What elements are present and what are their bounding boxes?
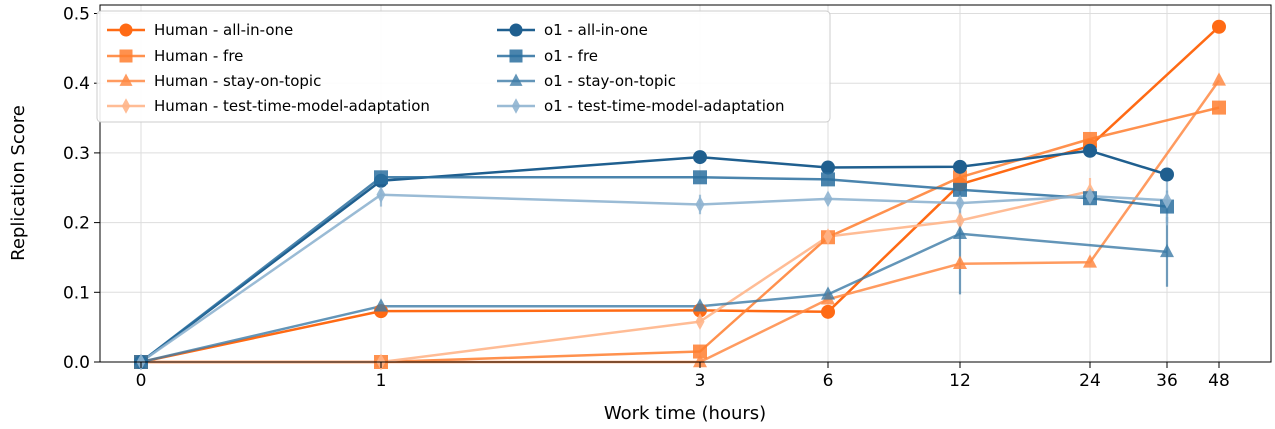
y-axis-label: Replication Score [8,105,29,261]
data-point [821,172,835,187]
data-point [119,23,133,37]
y-tick-label: 0.2 [63,214,90,234]
data-point [1212,100,1226,115]
x-tick-label: 3 [695,371,706,391]
data-point [821,304,835,319]
data-point [1212,19,1226,34]
data-point [509,73,523,86]
data-point [376,186,386,204]
data-point [821,160,835,175]
x-tick-label: 0 [136,371,147,391]
legend-label: o1 - fre [544,47,598,65]
x-tick-label: 36 [1156,371,1178,391]
data-point [693,353,707,368]
data-point [1085,187,1095,205]
data-point [693,298,707,312]
data-point [693,150,707,165]
data-point [953,182,967,197]
data-point [1083,143,1097,158]
series-line [141,79,1221,364]
data-point [823,228,833,245]
x-tick-label: 6 [823,371,834,391]
data-point [953,159,967,174]
data-point [953,225,967,240]
series-line [140,193,1168,364]
data-point [1160,243,1174,258]
data-point [509,49,523,63]
data-point [374,170,388,185]
data-point [509,23,523,37]
data-point [955,212,965,229]
axis-ticks: 0 1 3 6 12 24 36 480.00.10.20.30.40.5 [63,5,1230,392]
data-point [693,344,707,359]
data-point [695,313,705,330]
data-point [1160,167,1174,182]
y-tick-label: 0.1 [63,283,90,303]
y-tick-label: 0.0 [63,353,90,373]
x-tick-label: 1 [376,371,387,391]
data-point [693,170,707,185]
series-line [141,189,1091,364]
data-point [695,196,705,213]
data-point [955,194,965,212]
plot-frame [99,4,1272,363]
data-point [374,298,388,312]
data-point [1212,72,1226,86]
legend-label: Human - stay-on-topic [154,72,321,90]
data-point [1083,131,1097,146]
series-markers [134,19,1226,371]
y-tick-label: 0.5 [63,5,90,25]
x-tick-label: 12 [949,371,971,391]
x-tick-label: 24 [1079,371,1101,391]
error-bars [379,173,1169,295]
legend-label: Human - all-in-one [154,21,293,39]
data-point [823,190,833,208]
data-point [1162,191,1172,209]
legend-label: o1 - stay-on-topic [544,72,676,90]
y-tick-label: 0.4 [63,74,90,94]
legend-label: o1 - test-time-model-adaptation [544,97,785,115]
data-point [953,170,967,185]
data-point [119,49,133,63]
legend-label: Human - fre [154,47,243,65]
y-tick-label: 0.3 [63,144,90,164]
legend-label: Human - test-time-model-adaptation [154,97,430,115]
legend-box [96,10,831,123]
data-point [953,255,967,269]
series-line [140,232,1168,364]
data-point [121,98,131,114]
x-tick-label: 48 [1208,371,1230,391]
legend: Human - all-in-one Human - fre Human - sta… [96,10,831,123]
data-point [511,98,521,114]
legend-label: o1 - all-in-one [544,21,648,39]
x-axis-label: Work time (hours) [604,403,766,424]
data-point [119,73,133,86]
data-point [821,286,835,300]
series-line [140,176,1168,363]
data-point [1083,254,1097,268]
